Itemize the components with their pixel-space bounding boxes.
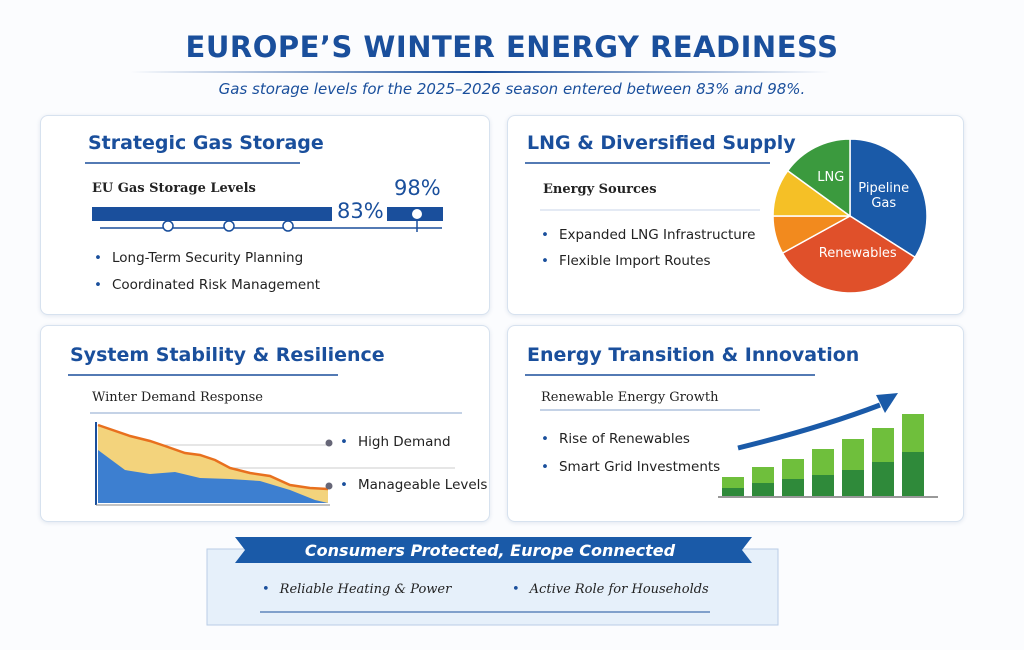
pie-label: Pipeline Gas <box>858 181 910 212</box>
panel-subtitle: Energy Sources <box>543 182 657 197</box>
bullet: Coordinated Risk Management <box>94 277 320 293</box>
pie-label: LNG <box>817 169 845 185</box>
storage-high: 98% <box>394 176 441 200</box>
underlines <box>68 162 815 414</box>
bullet: Expanded LNG Infrastructure <box>541 227 755 243</box>
chart-label: High Demand <box>340 434 451 450</box>
demand-chart <box>95 422 455 506</box>
title: EUROPE’S WINTER ENERGY READINESS <box>185 30 839 64</box>
bullet: Rise of Renewables <box>541 431 690 447</box>
panel-subtitle: Renewable Energy Growth <box>541 390 719 405</box>
panel-subtitle: EU Gas Storage Levels <box>92 181 256 196</box>
footer-title: Consumers Protected, Europe Connected <box>304 541 676 560</box>
pie-label: Renewables <box>818 245 897 261</box>
panel-title: LNG & Diversified Supply <box>527 132 796 154</box>
bullet: Smart Grid Investments <box>541 459 720 475</box>
footer-bullet: Reliable Heating & Power <box>262 582 452 597</box>
panel-title: System Stability & Resilience <box>70 344 385 366</box>
pie <box>772 138 928 294</box>
panel-title: Strategic Gas Storage <box>88 132 324 154</box>
subtitle: Gas storage levels for the 2025–2026 sea… <box>218 80 806 98</box>
panel-title: Energy Transition & Innovation <box>527 344 860 366</box>
rule <box>130 71 830 73</box>
growth-chart <box>718 393 938 498</box>
bullet: Flexible Import Routes <box>541 253 711 269</box>
footer-bullet: Active Role for Households <box>512 582 709 597</box>
panel-subtitle: Winter Demand Response <box>92 390 263 405</box>
storage-bar <box>92 207 443 232</box>
storage-low: 83% <box>337 199 384 223</box>
pie-slice <box>786 138 851 218</box>
chart-label: Manageable Levels <box>340 477 487 493</box>
bullet: Long-Term Security Planning <box>94 250 303 266</box>
